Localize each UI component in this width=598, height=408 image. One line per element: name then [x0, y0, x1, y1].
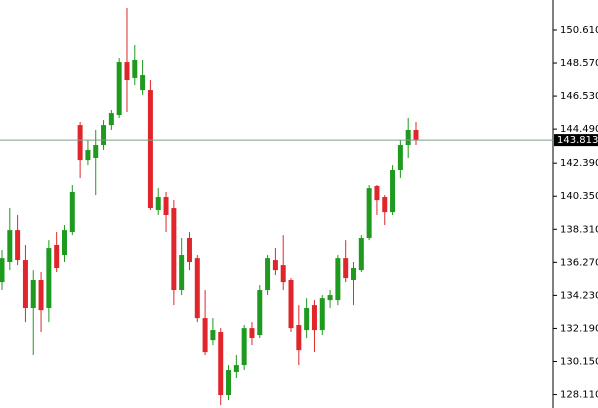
y-tick-label: 134.230 — [560, 290, 598, 301]
y-tick-label: 136.270 — [560, 257, 598, 268]
candle-body — [69, 192, 75, 233]
candle-body — [272, 260, 278, 271]
current-price-label: 143.813 — [557, 135, 598, 146]
y-tick-label: 142.390 — [560, 158, 598, 169]
candle-body — [257, 290, 263, 336]
candle-body — [30, 279, 36, 309]
candle-body — [226, 370, 232, 396]
candle-body — [311, 305, 317, 331]
candle-body — [319, 298, 325, 331]
candle-body — [366, 188, 372, 239]
candle-body — [140, 75, 146, 91]
y-tick-label: 144.490 — [560, 124, 598, 135]
candle-body — [7, 230, 13, 263]
y-tick-label: 138.310 — [560, 224, 598, 235]
candle-body — [155, 197, 161, 210]
candle-body — [288, 279, 294, 329]
candle-body — [108, 113, 114, 126]
candle-body — [210, 330, 216, 341]
candle-body — [116, 62, 122, 116]
candle-body — [304, 308, 310, 331]
candle-body — [335, 258, 341, 301]
candle-body — [390, 169, 396, 213]
candle-body — [280, 265, 286, 283]
candle-body — [405, 129, 411, 146]
y-tick-label: 150.610 — [560, 25, 598, 36]
candle-body — [265, 258, 271, 291]
candle-body — [202, 318, 208, 353]
candle-body — [186, 238, 192, 263]
candle-body — [218, 332, 224, 396]
y-tick-label: 132.190 — [560, 323, 598, 334]
candle-body — [171, 208, 177, 291]
candle-body — [194, 258, 200, 319]
y-tick-label: 146.530 — [560, 91, 598, 102]
candle-body — [343, 258, 349, 279]
candle-body — [351, 268, 357, 280]
candle-body — [179, 255, 185, 291]
y-tick-label: 140.350 — [560, 191, 598, 202]
candle-body — [93, 145, 99, 158]
candle-body — [85, 150, 91, 161]
current-price-box — [554, 134, 598, 147]
candle-body — [163, 197, 169, 216]
candle-body — [132, 59, 138, 78]
y-tick-label: 130.150 — [560, 356, 598, 367]
candle-body — [241, 328, 247, 366]
candle-body — [249, 328, 255, 339]
candle-body — [101, 125, 107, 146]
candle-body — [61, 230, 67, 256]
candle-body — [77, 125, 83, 161]
candle-body — [327, 295, 333, 301]
candle-body — [46, 248, 52, 309]
candle-body — [22, 260, 28, 309]
candle-body — [147, 90, 153, 209]
candle-body — [124, 62, 130, 81]
candle-body — [358, 238, 364, 271]
candle-body — [15, 230, 21, 261]
y-tick-label: 148.570 — [560, 58, 598, 69]
candle-body — [374, 186, 380, 201]
y-tick-label: 128.110 — [560, 390, 598, 401]
candle-body — [54, 244, 60, 269]
candle-body — [0, 258, 5, 283]
candle-body — [413, 129, 419, 140]
candle-body — [397, 145, 403, 170]
candle-body — [382, 197, 388, 213]
candle-body — [233, 365, 239, 373]
candle-body — [296, 325, 302, 351]
candle-body — [38, 279, 44, 311]
